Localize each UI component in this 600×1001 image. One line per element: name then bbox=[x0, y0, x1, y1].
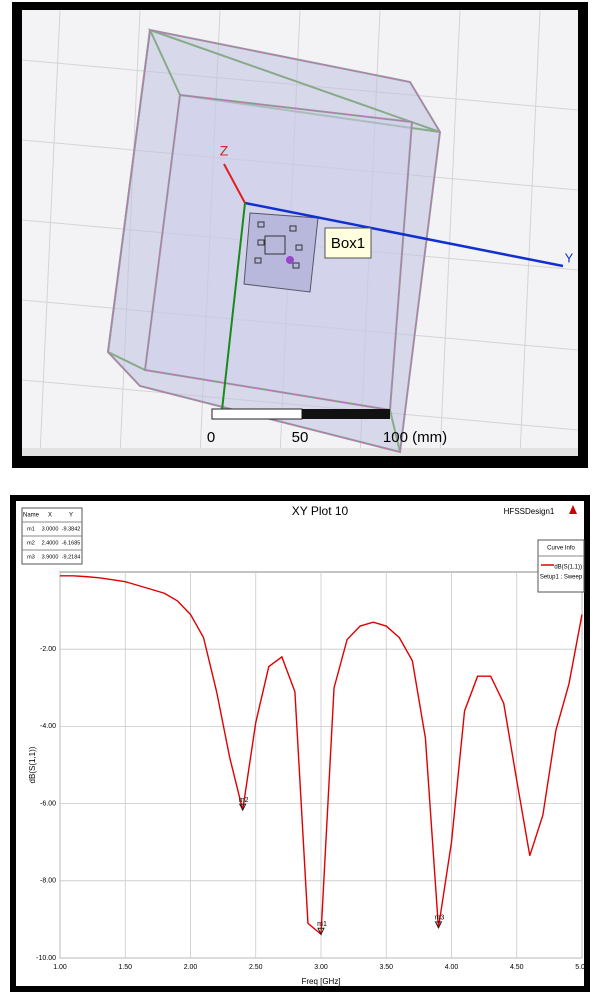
chart-subtitle: HFSSDesign1 bbox=[504, 507, 555, 516]
x-tick-label: 2.50 bbox=[249, 964, 263, 971]
y-tick-label: -8.00 bbox=[40, 878, 56, 885]
z-label: Z bbox=[220, 143, 229, 159]
y-tick-label: -4.00 bbox=[40, 723, 56, 730]
table-cell: -9.3842 bbox=[62, 526, 81, 532]
table-header: Name bbox=[23, 513, 40, 519]
marker-label: m3 bbox=[435, 915, 445, 922]
y-axis-title: dB(S(1,1)) bbox=[28, 746, 37, 783]
scale-label: 50 bbox=[292, 429, 309, 446]
scale-bar-white bbox=[212, 409, 302, 419]
y-tick-label: -6.00 bbox=[40, 800, 56, 807]
box1 bbox=[244, 213, 318, 292]
table-header: X bbox=[48, 513, 52, 519]
x-tick-label: 1.50 bbox=[118, 964, 132, 971]
port-dot bbox=[286, 256, 294, 264]
y-label: Y bbox=[565, 250, 574, 265]
x-tick-label: 5.00 bbox=[575, 964, 589, 971]
plot-area: 1.00 1.50 2.00 2.50 3.00 3.50 4.00 4.50 5.00 -10.… bbox=[22, 508, 589, 971]
y-tick-label: -10.00 bbox=[36, 955, 56, 962]
x-axis-title: Freq [GHz] bbox=[301, 977, 340, 986]
legend-entry: dB(S(1,1)) bbox=[554, 565, 582, 571]
table-cell: 2.4000 bbox=[42, 540, 59, 546]
legend-note: Setup1 : Sweep bbox=[540, 575, 583, 581]
screen: Z Y Box1 0 50 100 (mm) XY Plot 10 HFSSDe… bbox=[0, 0, 600, 996]
table-cell: 3.9000 bbox=[42, 554, 59, 560]
y-tick-label: -2.00 bbox=[40, 646, 56, 653]
table-cell: 3.0000 bbox=[42, 526, 59, 532]
x-tick-label: 3.50 bbox=[379, 964, 393, 971]
marker-label: m2 bbox=[239, 797, 249, 804]
scale-label: 100 (mm) bbox=[383, 429, 447, 446]
table-cell: m3 bbox=[27, 554, 35, 560]
table-cell: m2 bbox=[27, 540, 35, 546]
marker-label: m1 bbox=[317, 921, 327, 928]
x-tick-label: 3.00 bbox=[314, 964, 328, 971]
table-cell: -9.2184 bbox=[62, 554, 81, 560]
scale-label: 0 bbox=[207, 429, 215, 446]
status-strip bbox=[22, 448, 578, 456]
page: Z Y Box1 0 50 100 (mm) XY Plot 10 HFSSDe… bbox=[0, 0, 600, 996]
x-tick-label: 4.00 bbox=[445, 964, 459, 971]
x-tick-label: 4.50 bbox=[510, 964, 524, 971]
scale-bar-black bbox=[302, 409, 390, 419]
chart-title: XY Plot 10 bbox=[292, 504, 349, 518]
table-header: Y bbox=[69, 513, 73, 519]
object-label: Box1 bbox=[331, 235, 365, 252]
x-tick-label: 1.00 bbox=[53, 964, 67, 971]
table-cell: -6.1685 bbox=[62, 540, 81, 546]
table-cell: m1 bbox=[27, 526, 35, 532]
legend-title: Curve Info bbox=[547, 546, 575, 552]
x-tick-label: 2.00 bbox=[184, 964, 198, 971]
